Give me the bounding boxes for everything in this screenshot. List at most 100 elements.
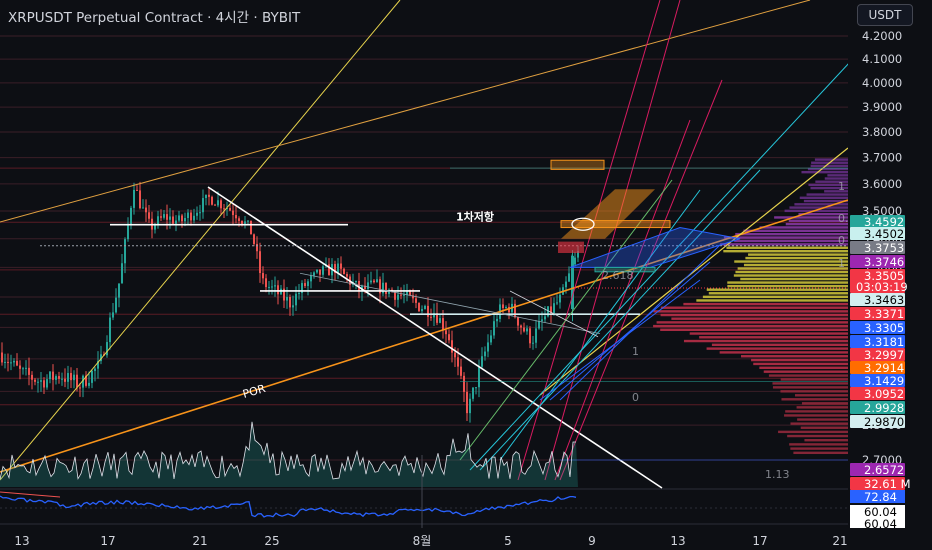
candle-body bbox=[181, 215, 183, 221]
price-tick-label: 3.8000 bbox=[862, 125, 902, 139]
candle-body bbox=[496, 319, 498, 321]
candle-body bbox=[124, 239, 126, 263]
time-tick-label: 17 bbox=[100, 534, 115, 548]
price-tag-label: 3.2997 bbox=[864, 348, 904, 362]
time-tick-label: 13 bbox=[14, 534, 29, 548]
candle-body bbox=[220, 200, 222, 208]
candle-body bbox=[94, 369, 96, 371]
price-tick-label: 3.6000 bbox=[862, 177, 902, 191]
candle-body bbox=[148, 212, 150, 218]
candle-body bbox=[271, 286, 273, 287]
volume-profile-bar bbox=[759, 367, 848, 369]
candle-body bbox=[355, 281, 357, 282]
candle-body bbox=[346, 274, 348, 276]
fib-label: 1.13 bbox=[765, 468, 790, 481]
volume-profile-bar bbox=[744, 264, 848, 266]
volume-profile-bar bbox=[804, 439, 848, 441]
candle-body bbox=[370, 281, 372, 283]
price-tag: 3.0952 bbox=[850, 387, 905, 401]
volume-profile-bar bbox=[683, 303, 848, 305]
candle-body bbox=[322, 266, 324, 274]
candle-body bbox=[25, 368, 27, 369]
candle-body bbox=[28, 368, 30, 375]
price-tick-label: 4.1000 bbox=[862, 52, 902, 66]
currency-button[interactable]: USDT bbox=[857, 4, 913, 26]
volume-profile-bar bbox=[653, 325, 848, 327]
volume-profile-bar bbox=[707, 347, 848, 349]
candle-body bbox=[520, 326, 522, 328]
time-tick-label: 17 bbox=[752, 534, 767, 548]
volume-profile-bar bbox=[724, 236, 848, 238]
candle-body bbox=[253, 234, 255, 244]
time-tick-label: 9 bbox=[588, 534, 596, 548]
price-tag: 2.9870 bbox=[850, 415, 905, 429]
candle-body bbox=[457, 357, 459, 366]
candle-body bbox=[343, 269, 345, 274]
price-tag-label: 3.2914 bbox=[864, 361, 904, 375]
candle-body bbox=[490, 335, 492, 342]
price-tag: 3.2997 bbox=[850, 348, 905, 362]
candle-body bbox=[217, 200, 219, 205]
chart-title[interactable]: XRPUSDT Perpetual Contract · 4시간 · BYBIT bbox=[8, 6, 300, 26]
candle-body bbox=[169, 216, 171, 219]
fib-label: 1 bbox=[838, 257, 845, 270]
volume-profile-bar bbox=[727, 281, 848, 283]
volume-profile-bar bbox=[815, 158, 848, 160]
volume-profile-bar bbox=[753, 363, 848, 365]
volume-profile-bar bbox=[748, 253, 848, 255]
candle-body bbox=[13, 361, 15, 363]
candle-body bbox=[538, 321, 540, 328]
candle-body bbox=[394, 292, 396, 300]
candle-body bbox=[376, 279, 378, 282]
volume-profile-bar bbox=[784, 414, 848, 416]
candle-body bbox=[121, 263, 123, 283]
candle-body bbox=[37, 382, 39, 383]
price-tag: 3.3181 bbox=[850, 335, 905, 349]
price-tag: 3.2914 bbox=[850, 361, 905, 375]
candle-body bbox=[163, 214, 165, 218]
candle-body bbox=[541, 319, 543, 321]
candle-body bbox=[298, 293, 300, 294]
candle-body bbox=[478, 367, 480, 387]
price-axis: 4.20004.10004.00003.90003.80003.70003.60… bbox=[848, 0, 932, 531]
candle-body bbox=[1, 353, 3, 363]
volume-profile-bar bbox=[789, 206, 848, 208]
volume-profile-bar bbox=[769, 374, 848, 376]
volume-profile-bar bbox=[696, 299, 848, 301]
candle-body bbox=[79, 387, 81, 388]
candle-body bbox=[523, 328, 525, 332]
candle-body bbox=[235, 215, 237, 218]
volume-profile-bar bbox=[735, 233, 848, 235]
candle-body bbox=[136, 190, 138, 191]
candle-body bbox=[403, 295, 405, 296]
volume-profile-bar bbox=[790, 422, 848, 424]
candle-body bbox=[463, 376, 465, 392]
price-tag-label: 3.3753 bbox=[864, 241, 904, 255]
volume-profile-bar bbox=[699, 336, 848, 338]
candle-body bbox=[268, 287, 270, 288]
candle-body bbox=[397, 295, 399, 300]
candle-body bbox=[553, 303, 555, 313]
candle-body bbox=[526, 328, 528, 331]
volume-profile-bar bbox=[734, 260, 848, 262]
candle-body bbox=[559, 295, 561, 303]
candle-body bbox=[43, 380, 45, 387]
candle-body bbox=[91, 371, 93, 383]
price-tag-label: 3.3463 bbox=[864, 293, 904, 307]
candle-body bbox=[205, 195, 207, 198]
candle-body bbox=[61, 379, 63, 380]
candle-body bbox=[46, 379, 48, 387]
candle-body bbox=[49, 372, 51, 379]
volume-profile-bar bbox=[802, 402, 848, 404]
candle-body bbox=[4, 362, 6, 363]
candle-body bbox=[232, 211, 234, 215]
candle-body bbox=[55, 376, 57, 380]
price-tag-label: 3.3305 bbox=[864, 321, 904, 335]
candle-body bbox=[310, 276, 312, 282]
candle-body bbox=[7, 362, 9, 363]
volume-profile-bar bbox=[660, 329, 848, 331]
candle-body bbox=[211, 197, 213, 205]
candle-body bbox=[367, 282, 369, 289]
